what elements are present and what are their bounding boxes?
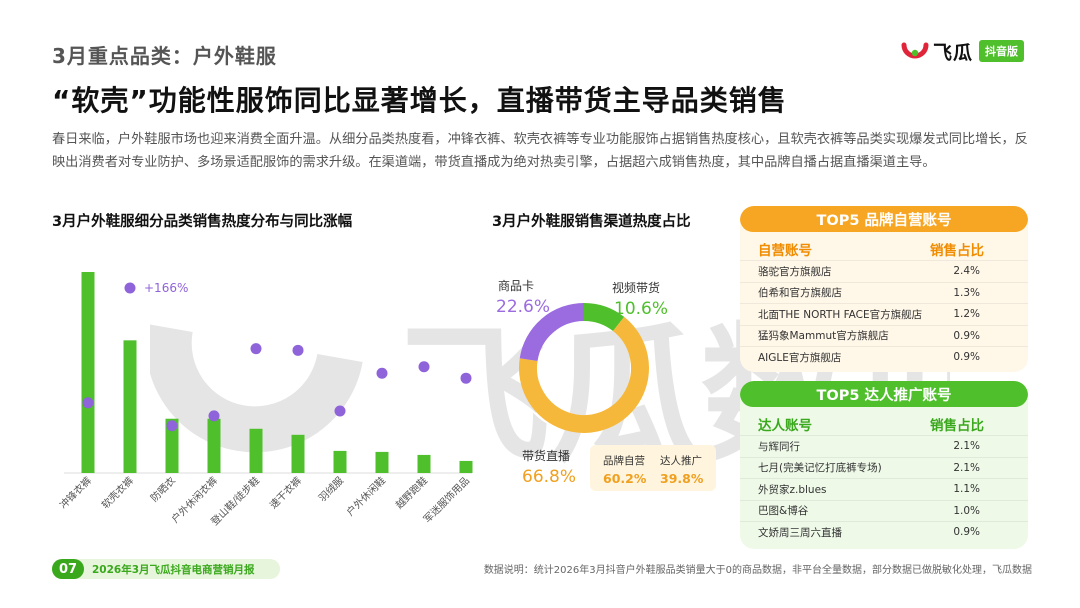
account-share: 1.2% xyxy=(953,308,980,321)
category-label-9: 越野跑鞋 xyxy=(393,474,430,511)
account-name: AIGLE官方旗舰店 xyxy=(758,351,842,364)
category-label-8: 户外休闲鞋 xyxy=(344,474,389,519)
account-share: 1.3% xyxy=(953,286,980,299)
growth-dot-6 xyxy=(292,344,304,356)
account-share: 2.4% xyxy=(953,265,980,278)
table-row: 伯希和官方旗舰店 1.3% xyxy=(740,281,1028,304)
account-name: 北面THE NORTH FACE官方旗舰店 xyxy=(758,308,923,321)
account-share: 1.1% xyxy=(953,483,980,496)
logo-badge: 抖音版 xyxy=(979,40,1025,62)
intro-paragraph: 春日来临，户外鞋服市场也迎来消费全面升温。从细分品类热度看，冲锋衣裤、软壳衣裤等… xyxy=(52,132,1028,170)
bar-2 xyxy=(123,340,137,473)
table-row: 巴图&博谷 1.0% xyxy=(740,499,1028,522)
self-value: 60.2% xyxy=(603,471,647,486)
growth-dot-1 xyxy=(82,397,94,409)
growth-dot-2 xyxy=(124,282,136,294)
account-name: 猛犸象Mammut官方旗舰店 xyxy=(758,330,889,343)
donut-chart-title: 3月户外鞋服销售渠道热度占比 xyxy=(492,214,691,230)
page-title: “软壳”功能性服饰同比显著增长，直播带货主导品类销售 xyxy=(52,84,787,117)
brand-table-header: 自营账号 销售占比 xyxy=(740,238,1028,260)
live-label: 带货直播 xyxy=(522,448,570,463)
growth-dot-5 xyxy=(250,343,262,355)
brand-col-share: 销售占比 xyxy=(930,243,984,259)
growth-annotation: +166% xyxy=(144,281,188,295)
self-label: 品牌自营 xyxy=(603,454,645,467)
bar-6 xyxy=(291,434,305,473)
live-breakdown-box xyxy=(590,445,716,491)
growth-dot-3 xyxy=(166,420,178,432)
table-row: 外贸家z.blues 1.1% xyxy=(740,478,1028,500)
kol-table-title: TOP5 达人推广账号 xyxy=(740,381,1028,407)
account-share: 0.9% xyxy=(953,526,980,539)
table-row: 北面THE NORTH FACE官方旗舰店 1.2% xyxy=(740,303,1028,325)
bar-7 xyxy=(333,450,347,473)
donut-slice-3 xyxy=(519,303,585,362)
data-note: 数据说明：统计2026年3月抖音户外鞋服品类销量大于0的商品数据，非平台全量数据… xyxy=(483,565,1032,576)
account-name: 文娇周三周六直播 xyxy=(758,526,842,539)
account-name: 七月(完美记忆打底裤专场) xyxy=(758,462,882,475)
video-label: 视频带货 xyxy=(612,280,660,295)
growth-dot-7 xyxy=(334,405,346,417)
category-label-2: 软壳衣裤 xyxy=(99,474,136,511)
account-share: 0.9% xyxy=(953,329,980,342)
account-name: 与辉同行 xyxy=(758,440,800,453)
growth-dot-4 xyxy=(208,410,220,422)
brand-col-account: 自营账号 xyxy=(758,243,812,259)
donut-slice-1 xyxy=(583,303,625,332)
growth-dot-9 xyxy=(418,361,430,373)
video-value: 10.6% xyxy=(614,299,668,319)
report-title: 2026年3月飞瓜抖音电商营销月报 xyxy=(92,563,255,576)
kol-col-share: 销售占比 xyxy=(930,418,984,434)
table-row: 文娇周三周六直播 0.9% xyxy=(740,521,1028,543)
account-share: 2.1% xyxy=(953,461,980,474)
kol-account-table: TOP5 达人推广账号 达人账号 销售占比 与辉同行 2.1% 七月(完美记忆打底… xyxy=(740,381,1028,549)
table-row: 七月(完美记忆打底裤专场) 2.1% xyxy=(740,456,1028,479)
growth-dot-8 xyxy=(376,367,388,379)
category-label-7: 羽绒服 xyxy=(316,474,346,504)
bar-8 xyxy=(375,451,389,473)
account-share: 1.0% xyxy=(953,504,980,517)
bar-10 xyxy=(459,460,473,473)
donut-slice-2 xyxy=(519,316,649,433)
logo-name: 飞瓜 xyxy=(933,41,974,64)
account-name: 巴图&博谷 xyxy=(758,505,809,518)
footer-badge: 07 2026年3月飞瓜抖音电商营销月报 xyxy=(52,559,280,579)
card-label: 商品卡 xyxy=(498,278,534,293)
growth-dot-10 xyxy=(460,372,472,384)
kol-col-account: 达人账号 xyxy=(758,418,812,434)
feigua-logo-icon xyxy=(901,42,929,59)
donut-chart: 商品卡 22.6% 视频带货 10.6% 带货直播 66.8% 品牌自营 60.… xyxy=(496,278,716,491)
bar-3 xyxy=(165,418,179,473)
account-name: 伯希和官方旗舰店 xyxy=(758,287,842,300)
live-value: 66.8% xyxy=(522,467,576,487)
section-label: 3月重点品类：户外鞋服 xyxy=(52,44,277,68)
category-label-3: 防晒衣 xyxy=(148,474,178,504)
kol-table-header: 达人账号 销售占比 xyxy=(740,413,1028,435)
brand-account-table: TOP5 品牌自营账号 自营账号 销售占比 骆驼官方旗舰店 2.4% 伯希和官方旗… xyxy=(740,206,1028,372)
card-value: 22.6% xyxy=(496,297,550,317)
bar-4 xyxy=(207,418,221,473)
kol-value: 39.8% xyxy=(660,471,704,486)
category-label-1: 冲锋衣裤 xyxy=(57,474,94,511)
bar-9 xyxy=(417,454,431,473)
bar-5 xyxy=(249,428,263,473)
brand-table-title: TOP5 品牌自营账号 xyxy=(740,206,1028,232)
category-label-6: 速干衣裤 xyxy=(267,474,304,511)
account-share: 2.1% xyxy=(953,440,980,453)
bar-chart-title: 3月户外鞋服细分品类销售热度分布与同比涨幅 xyxy=(52,214,353,230)
account-name: 外贸家z.blues xyxy=(758,483,827,496)
bar-1 xyxy=(81,272,95,473)
page-number: 07 xyxy=(52,559,84,579)
kol-label: 达人推广 xyxy=(660,454,702,467)
brand-logo: 飞瓜 抖音版 xyxy=(900,36,1025,66)
table-row: 与辉同行 2.1% xyxy=(740,435,1028,457)
table-row: 猛犸象Mammut官方旗舰店 0.9% xyxy=(740,324,1028,347)
table-row: 骆驼官方旗舰店 2.4% xyxy=(740,260,1028,282)
table-row: AIGLE官方旗舰店 0.9% xyxy=(740,346,1028,368)
account-name: 骆驼官方旗舰店 xyxy=(758,265,832,278)
account-share: 0.9% xyxy=(953,351,980,364)
